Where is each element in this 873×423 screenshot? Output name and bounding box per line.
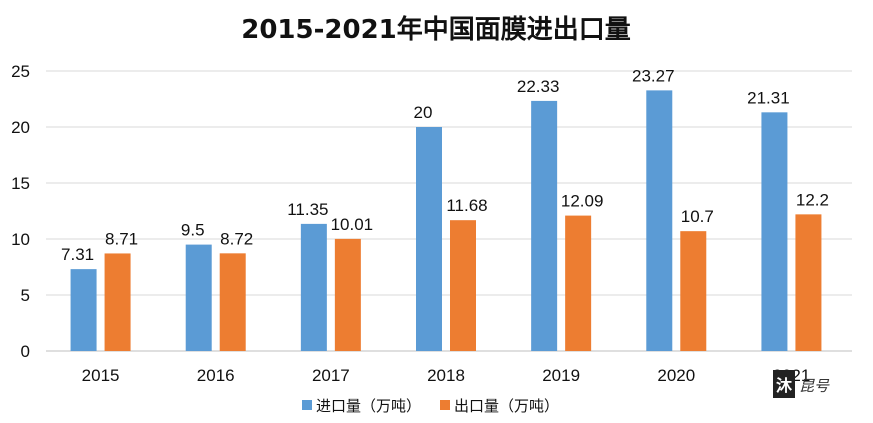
import-data-label: 23.27 [632, 66, 675, 85]
legend-swatch-import [302, 400, 312, 410]
import-data-label: 20 [414, 103, 433, 122]
seal-icon [773, 370, 795, 398]
y-tick-label: 5 [21, 286, 30, 305]
y-tick-label: 0 [21, 342, 30, 361]
svg-text:昆号: 昆号 [799, 377, 830, 395]
export-data-label: 12.2 [796, 190, 829, 209]
export-bar [219, 253, 246, 351]
import-bar [646, 90, 673, 351]
x-axis-ticks: 2015201620172018201920202021 [82, 366, 811, 385]
x-tick-label: 2015 [82, 366, 120, 385]
export-data-label: 11.68 [446, 196, 487, 215]
export-data-label: 12.09 [561, 192, 604, 211]
export-data-label: 8.72 [220, 229, 253, 248]
x-tick-label: 2020 [657, 366, 695, 385]
legend-swatch-export [440, 400, 450, 410]
export-bar [450, 220, 476, 351]
import-bar [300, 223, 327, 351]
import-bar [185, 244, 212, 351]
y-tick-label: 10 [11, 230, 30, 249]
import-bar [416, 127, 442, 351]
legend-label-import: 进口量（万吨） [316, 397, 421, 415]
export-bar [334, 238, 361, 351]
svg-text:沐: 沐 [776, 376, 793, 395]
legend-label-export: 出口量（万吨） [454, 397, 559, 415]
y-tick-label: 25 [11, 62, 30, 81]
import-data-label: 21.31 [747, 88, 790, 107]
y-tick-label: 15 [11, 174, 30, 193]
export-bar [795, 214, 822, 351]
x-tick-label: 2018 [427, 366, 465, 385]
legend: 进口量（万吨） 出口量（万吨） [302, 397, 559, 415]
export-data-label: 10.7 [681, 207, 714, 226]
export-bar [680, 231, 707, 351]
export-bar [104, 253, 131, 351]
export-data-label: 8.71 [105, 229, 138, 248]
import-data-label: 9.5 [181, 221, 205, 240]
x-tick-label: 2016 [197, 366, 235, 385]
x-tick-label: 2019 [542, 366, 580, 385]
y-tick-label: 20 [11, 118, 30, 137]
gridlines [46, 70, 852, 352]
chart-title: 2015-2021年中国面膜进出口量 [241, 14, 631, 45]
import-bar [70, 269, 97, 351]
x-tick-label: 2017 [312, 366, 350, 385]
import-data-label: 22.33 [517, 77, 560, 96]
watermark-logo: 沐 昆号 [773, 366, 853, 406]
export-bar [565, 215, 592, 351]
import-data-label: 11.35 [287, 200, 328, 219]
import-bar [531, 100, 558, 352]
y-axis-ticks: 0 5 10 15 20 25 [11, 62, 30, 361]
export-data-label: 10.01 [331, 215, 374, 234]
import-bar [761, 112, 788, 351]
import-data-label: 7.31 [61, 245, 94, 264]
bars [70, 90, 822, 352]
